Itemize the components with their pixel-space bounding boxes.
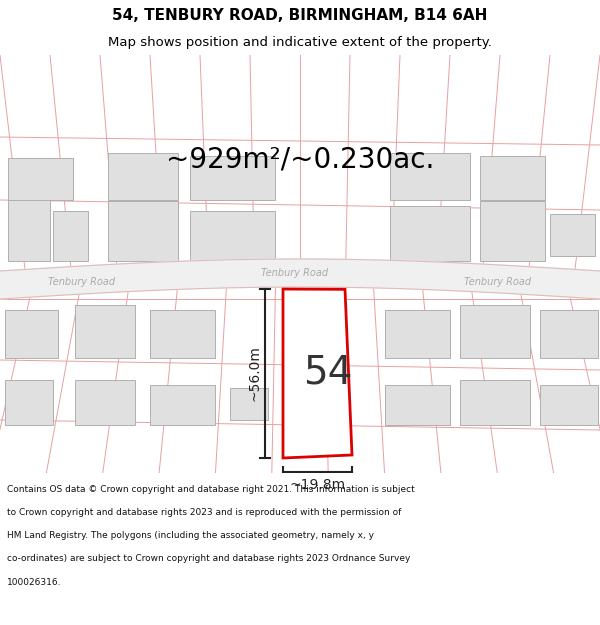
Polygon shape bbox=[0, 259, 600, 299]
Bar bbox=[75, 305, 135, 358]
Bar bbox=[480, 201, 545, 261]
Bar bbox=[550, 214, 595, 256]
Text: ~56.0m: ~56.0m bbox=[247, 346, 261, 401]
Polygon shape bbox=[283, 289, 352, 458]
Bar bbox=[385, 310, 450, 358]
Bar bbox=[460, 305, 530, 358]
Text: 100026316.: 100026316. bbox=[7, 578, 62, 587]
Text: Map shows position and indicative extent of the property.: Map shows position and indicative extent… bbox=[108, 36, 492, 49]
Text: 54, TENBURY ROAD, BIRMINGHAM, B14 6AH: 54, TENBURY ROAD, BIRMINGHAM, B14 6AH bbox=[112, 8, 488, 23]
Text: ~929m²/~0.230ac.: ~929m²/~0.230ac. bbox=[166, 146, 434, 174]
Text: HM Land Registry. The polygons (including the associated geometry, namely x, y: HM Land Registry. The polygons (includin… bbox=[7, 531, 374, 541]
Bar bbox=[150, 385, 215, 425]
Bar bbox=[190, 211, 275, 261]
Bar bbox=[108, 153, 178, 200]
Text: co-ordinates) are subject to Crown copyright and database rights 2023 Ordnance S: co-ordinates) are subject to Crown copyr… bbox=[7, 554, 410, 564]
Bar bbox=[385, 385, 450, 425]
Bar bbox=[390, 153, 470, 200]
Text: Tenbury Road: Tenbury Road bbox=[464, 277, 532, 287]
Bar bbox=[8, 196, 50, 261]
Bar bbox=[5, 380, 53, 425]
Bar bbox=[540, 310, 598, 358]
Bar bbox=[190, 156, 275, 200]
Bar bbox=[53, 211, 88, 261]
Bar bbox=[460, 380, 530, 425]
Bar bbox=[108, 201, 178, 261]
Bar bbox=[5, 310, 58, 358]
Bar bbox=[480, 156, 545, 200]
Text: ~19.8m: ~19.8m bbox=[289, 478, 346, 492]
Bar bbox=[75, 380, 135, 425]
Bar bbox=[390, 206, 470, 261]
Text: Tenbury Road: Tenbury Road bbox=[49, 277, 116, 287]
Text: Tenbury Road: Tenbury Road bbox=[262, 268, 329, 278]
Bar bbox=[230, 388, 268, 420]
Text: Contains OS data © Crown copyright and database right 2021. This information is : Contains OS data © Crown copyright and d… bbox=[7, 485, 415, 494]
Bar bbox=[8, 158, 73, 200]
Text: 54: 54 bbox=[303, 354, 352, 392]
Bar bbox=[540, 385, 598, 425]
Bar bbox=[150, 310, 215, 358]
Text: to Crown copyright and database rights 2023 and is reproduced with the permissio: to Crown copyright and database rights 2… bbox=[7, 508, 401, 518]
